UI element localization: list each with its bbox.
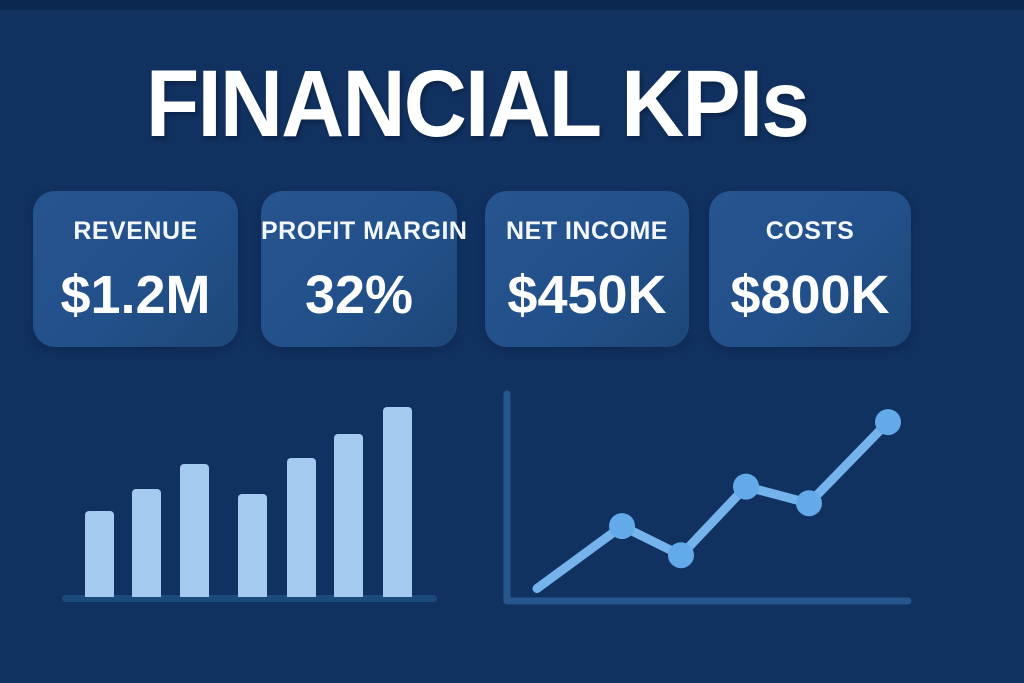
kpi-value: $450K [507,265,667,325]
bar-1 [85,511,114,597]
kpi-card-profit-margin: PROFIT MARGIN 32% [261,191,468,347]
line-marker-3 [733,473,759,500]
line-marker-4 [796,490,822,517]
kpi-label: REVENUE [73,217,198,245]
page-title: FINANCIAL KPIs [145,51,810,157]
kpi-card-revenue: REVENUE $1.2M [33,191,238,347]
bar-4 [238,494,267,597]
kpi-value: $800K [730,265,890,325]
line-chart-axes [503,390,912,605]
line-marker-1 [609,513,635,540]
kpi-card-costs: COSTS $800K [709,191,911,347]
kpi-label: COSTS [765,217,855,245]
kpi-value: $1.2M [60,265,211,325]
kpi-label: PROFIT MARGIN [261,217,468,245]
top-border-band [0,0,1024,10]
bar-7 [383,407,412,597]
bar-5 [287,458,316,597]
kpi-value: 32% [304,265,414,325]
trend-line [532,417,893,594]
kpi-label: NET INCOME [506,217,668,245]
line-marker-5 [875,409,901,436]
line-marker-2 [668,542,694,569]
bar-chart-x-axis [62,595,437,602]
kpi-card-net-income: NET INCOME $450K [485,191,689,347]
bar-3 [180,464,209,597]
bar-6 [334,434,363,597]
bar-2 [132,489,161,597]
